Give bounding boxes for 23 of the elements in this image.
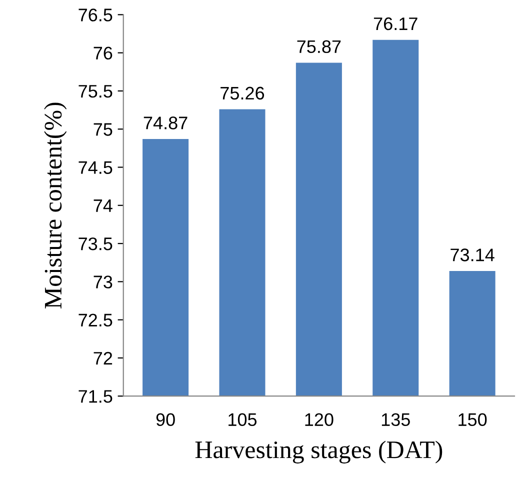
y-tick-label: 71.5 <box>78 390 112 403</box>
x-tick-label: 120 <box>305 413 334 426</box>
x-tick-label: 90 <box>156 413 175 426</box>
data-label: 75.26 <box>220 86 264 100</box>
x-tick-label: 150 <box>458 413 487 426</box>
data-label: 75.87 <box>297 40 341 54</box>
y-tick-label: 74.5 <box>78 161 112 174</box>
data-label: 74.87 <box>144 116 188 130</box>
data-label: 73.14 <box>450 248 494 262</box>
y-tick-label: 75.5 <box>78 85 112 98</box>
data-label: 76.17 <box>374 17 418 30</box>
y-tick-label: 72 <box>94 352 112 364</box>
y-tick-label: 73.5 <box>78 237 112 250</box>
y-tick-label: 75 <box>94 123 112 136</box>
x-axis-title: Harvesting stages (DAT) <box>195 440 442 464</box>
y-tick-label: 76 <box>94 46 112 60</box>
x-tick-label: 105 <box>228 413 257 426</box>
y-tick-label: 73 <box>94 276 112 288</box>
x-tick-label: 135 <box>382 413 410 426</box>
y-axis-title: Moisture content(%) <box>44 102 67 308</box>
y-tick-label: 74 <box>94 200 112 212</box>
y-tick-label: 72.5 <box>78 314 112 327</box>
y-tick-label: 76.5 <box>78 8 112 22</box>
